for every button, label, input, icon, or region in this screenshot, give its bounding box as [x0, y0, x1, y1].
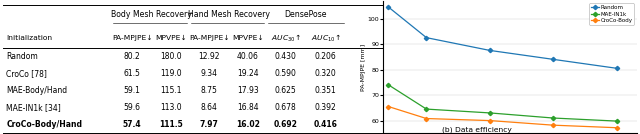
Text: MAE-IN1k [34]: MAE-IN1k [34] — [6, 103, 61, 112]
Text: 180.0: 180.0 — [160, 52, 182, 61]
Text: PA-MPJPE↓: PA-MPJPE↓ — [112, 35, 152, 41]
Text: MPVPE↓: MPVPE↓ — [155, 35, 186, 41]
Legend: Random, MAE-IN1k, CroCo-Body: Random, MAE-IN1k, CroCo-Body — [589, 3, 634, 25]
Text: (b) Data efficiency: (b) Data efficiency — [442, 126, 512, 133]
Text: 0.692: 0.692 — [274, 120, 298, 129]
Text: 57.4: 57.4 — [123, 120, 141, 129]
MAE-IN1k — [612, 120, 620, 122]
Text: PA-MPJPE↓: PA-MPJPE↓ — [189, 35, 230, 41]
Text: 7.97: 7.97 — [200, 120, 219, 129]
Random — [486, 50, 493, 51]
Random — [612, 68, 620, 69]
Text: 0.351: 0.351 — [315, 86, 337, 95]
Line: CroCo-Body: CroCo-Body — [387, 105, 618, 129]
Y-axis label: PA-MPJPE [mm]: PA-MPJPE [mm] — [361, 43, 366, 91]
Text: 8.64: 8.64 — [201, 103, 218, 112]
MAE-IN1k — [422, 108, 430, 110]
Text: 59.1: 59.1 — [124, 86, 141, 95]
Text: 16.02: 16.02 — [236, 120, 260, 129]
Text: Random: Random — [6, 52, 38, 61]
Text: 59.6: 59.6 — [124, 103, 141, 112]
Text: MPVPE↓: MPVPE↓ — [232, 35, 264, 41]
Line: MAE-IN1k: MAE-IN1k — [387, 83, 618, 123]
Text: 8.75: 8.75 — [201, 86, 218, 95]
Text: 16.84: 16.84 — [237, 103, 259, 112]
Text: 0.430: 0.430 — [275, 52, 297, 61]
Text: 9.34: 9.34 — [201, 69, 218, 78]
Text: CroCo-Body/Hand: CroCo-Body/Hand — [6, 120, 83, 129]
Text: $AUC_{30}$↑: $AUC_{30}$↑ — [271, 33, 301, 44]
Text: 0.625: 0.625 — [275, 86, 297, 95]
Text: 0.590: 0.590 — [275, 69, 297, 78]
Text: 40.06: 40.06 — [237, 52, 259, 61]
Text: Initialization: Initialization — [6, 35, 52, 41]
CroCo-Body — [612, 127, 620, 129]
Text: MAE-Body/Hand: MAE-Body/Hand — [6, 86, 67, 95]
Text: CroCo [78]: CroCo [78] — [6, 69, 47, 78]
Text: 0.392: 0.392 — [315, 103, 337, 112]
Text: 0.416: 0.416 — [314, 120, 338, 129]
Random — [549, 59, 557, 60]
Text: 12.92: 12.92 — [198, 52, 220, 61]
Text: 119.0: 119.0 — [160, 69, 182, 78]
CroCo-Body — [549, 124, 557, 126]
MAE-IN1k — [549, 117, 557, 119]
Text: 61.5: 61.5 — [124, 69, 141, 78]
CroCo-Body — [486, 120, 493, 121]
Text: 17.93: 17.93 — [237, 86, 259, 95]
Text: 113.0: 113.0 — [160, 103, 182, 112]
Text: 19.24: 19.24 — [237, 69, 259, 78]
Text: 0.678: 0.678 — [275, 103, 297, 112]
Text: DensePose: DensePose — [285, 10, 327, 19]
Text: 0.320: 0.320 — [315, 69, 337, 78]
MAE-IN1k — [486, 112, 493, 114]
Text: 111.5: 111.5 — [159, 120, 182, 129]
CroCo-Body — [422, 118, 430, 119]
Text: Body Mesh Recovery: Body Mesh Recovery — [111, 10, 192, 19]
MAE-IN1k — [385, 84, 392, 86]
Text: 80.2: 80.2 — [124, 52, 140, 61]
Text: Hand Mesh Recovery: Hand Mesh Recovery — [188, 10, 269, 19]
Text: 0.206: 0.206 — [315, 52, 337, 61]
Text: 115.1: 115.1 — [160, 86, 181, 95]
Text: $AUC_{10}$↑: $AUC_{10}$↑ — [311, 33, 340, 44]
Random — [422, 37, 430, 38]
Line: Random: Random — [387, 5, 618, 70]
CroCo-Body — [385, 106, 392, 107]
Random — [385, 6, 392, 8]
